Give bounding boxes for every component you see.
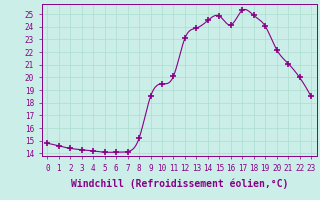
X-axis label: Windchill (Refroidissement éolien,°C): Windchill (Refroidissement éolien,°C)	[70, 178, 288, 189]
